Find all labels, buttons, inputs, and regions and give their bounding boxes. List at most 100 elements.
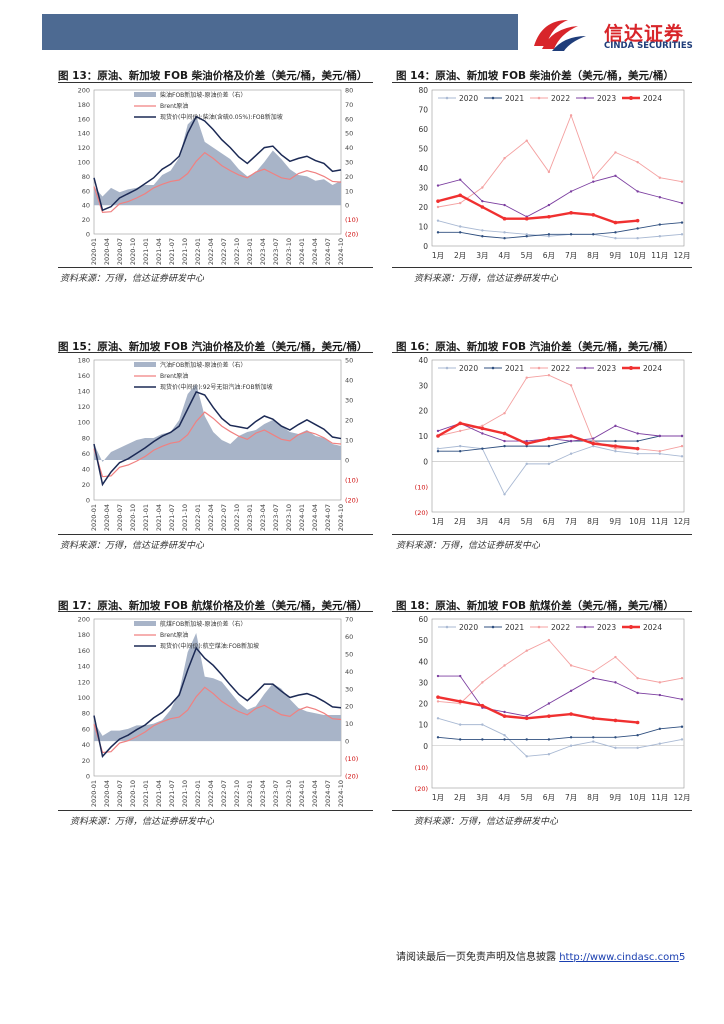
x-axis-tick: 6月: [543, 251, 555, 260]
series-point-2020: [680, 738, 684, 741]
right-axis-tick: 40: [345, 377, 353, 385]
legend-swatch-spread: [134, 92, 156, 97]
right-axis-tick: (20): [345, 497, 358, 505]
series-point-2020: [458, 723, 462, 726]
x-axis-tick: 2024-04: [311, 504, 319, 531]
left-axis-tick: 80: [82, 710, 90, 718]
x-axis-tick: 2022-10: [233, 780, 241, 807]
legend-label-product: 现货价(中间价):92号无铅汽油:FOB新加坡: [160, 383, 273, 391]
x-axis-tick: 2020-04: [103, 780, 111, 807]
series-point-2022: [547, 374, 551, 377]
series-point-2021: [547, 233, 551, 236]
legend: 2020 2021 2022 2023 2024: [438, 623, 662, 632]
footer-website-link[interactable]: http://www.cindasc.com: [559, 952, 679, 963]
series-point-2024: [547, 214, 551, 219]
y-axis-tick: 40: [418, 657, 428, 666]
series-line-2021: [438, 435, 682, 452]
chart-svg: 80 70 60 50 40 30 20 10 0 1月 2月 3月 4月 5月 6月 7月 8月 9月 10月 11…: [418, 86, 690, 260]
x-axis-tick: 2020-04: [103, 238, 111, 265]
series-point-2023: [592, 676, 595, 680]
x-axis-tick: 2023-07: [272, 780, 280, 807]
series-point-2020: [636, 452, 639, 455]
x-axis-tick: 2022-04: [207, 504, 215, 531]
right-axis-tick: 40: [345, 668, 353, 676]
x-axis-tick: 2月: [454, 793, 466, 802]
legend-marker-2020: [445, 366, 449, 370]
series-point-2022: [525, 649, 528, 652]
figure-16-chart: 40 30 20 10 0 (10) (20) 1月 2月 3月 4月 5月 6月 7月 8月 9月 10月 11…: [392, 354, 692, 532]
left-axis-tick: 40: [82, 465, 90, 473]
figure-15-source: 资料来源：万得，信达证券研发中心: [60, 541, 205, 551]
series-point-2022: [503, 412, 506, 415]
legend-marker-2023: [583, 96, 587, 100]
legend-label-2024: 2024: [643, 94, 662, 103]
legend-label-2023: 2023: [597, 364, 616, 373]
series-point-2022: [481, 186, 484, 189]
x-axis-tick: 1月: [432, 793, 444, 802]
x-axis-tick: 2020-10: [129, 238, 137, 265]
left-axis-tick: 100: [78, 694, 90, 702]
legend-label-brent: Brent原油: [160, 372, 188, 380]
series-point-2024: [502, 714, 507, 718]
x-axis-tick: 8月: [587, 517, 599, 526]
figure-16-source: 资料来源：万得，信达证券研发中心: [396, 541, 541, 551]
figure-15-bottom-rule: [58, 534, 373, 535]
series-point-2024: [591, 441, 596, 446]
x-axis-tick: 9月: [609, 517, 621, 526]
x-axis-tick: 2021-07: [168, 504, 176, 531]
series-point-2024: [502, 431, 507, 436]
legend: 2020 2021 2022 2023 2024: [438, 364, 662, 373]
x-axis-tick: 2021-07: [168, 780, 176, 807]
series-point-2023: [636, 432, 639, 435]
y-axis-tick: 0: [423, 457, 428, 466]
series-point-2024: [502, 216, 507, 221]
x-axis-tick: 4月: [498, 517, 510, 526]
series-point-2023: [680, 201, 684, 205]
series-point-2024: [635, 218, 640, 223]
series-point-2022: [636, 676, 639, 680]
x-axis-tick: 10月: [629, 793, 646, 802]
x-axis-tick: 2022-07: [220, 238, 228, 265]
series-line-2020: [437, 445, 683, 496]
series-point-2024: [613, 220, 618, 225]
x-axis-tick: 9月: [609, 251, 621, 260]
x-axis-tick: 5月: [521, 251, 533, 260]
series-point-2023: [547, 702, 551, 705]
legend-swatch-spread: [134, 362, 156, 367]
x-axis-tick: 2021-04: [155, 504, 163, 531]
series-point-2023: [636, 190, 639, 193]
series-line-2023: [438, 675, 683, 717]
series-line-2020: [437, 220, 683, 239]
series-point-2020: [614, 450, 617, 453]
left-axis-tick: 60: [82, 187, 90, 195]
legend-label-2022: 2022: [551, 364, 570, 373]
series-point-2023: [503, 710, 506, 714]
y-axis-tick: 60: [418, 615, 428, 624]
x-axis-tick: 2021-10: [181, 238, 189, 265]
figure-13-title: 图 13：原油、新加坡 FOB 柴油价格及价差（美元/桶，美元/桶）: [58, 70, 368, 82]
chart-svg: 60 50 40 30 20 10 0 (10) (20) 1月 2月 3月 4月 5月 6月 7月 8月 9月 1…: [415, 615, 691, 802]
left-axis-tick: 140: [78, 388, 90, 396]
series-point-2020: [658, 742, 662, 745]
x-axis-tick: 6月: [543, 517, 555, 526]
series-point-2020: [525, 462, 528, 466]
series-point-2021: [481, 235, 484, 238]
left-axis-tick: 20: [82, 757, 90, 765]
x-axis-tick: 2023-07: [272, 238, 280, 265]
legend-label-2024: 2024: [643, 364, 662, 373]
figure-14-chart: 80 70 60 50 40 30 20 10 0 1月 2月 3月 4月 5月 6月 7月 8月 9月 10月 11…: [392, 84, 692, 266]
x-axis-tick: 12月: [673, 793, 690, 802]
x-axis-tick: 7月: [565, 251, 577, 260]
series-point-2022: [481, 681, 484, 684]
series-point-2023: [680, 434, 684, 438]
x-axis-tick: 11月: [651, 251, 668, 260]
series-point-2022: [503, 664, 506, 667]
series-point-2021: [636, 733, 639, 737]
x-axis-tick: 2024-04: [311, 780, 319, 807]
y-axis-tick: 20: [418, 203, 428, 212]
x-axis-tick: 5月: [521, 517, 533, 526]
y-axis-tick: 40: [418, 356, 428, 365]
right-axis-tick: (10): [345, 755, 358, 763]
series-point-2021: [481, 738, 484, 741]
x-axis-tick: 2021-01: [142, 504, 150, 531]
